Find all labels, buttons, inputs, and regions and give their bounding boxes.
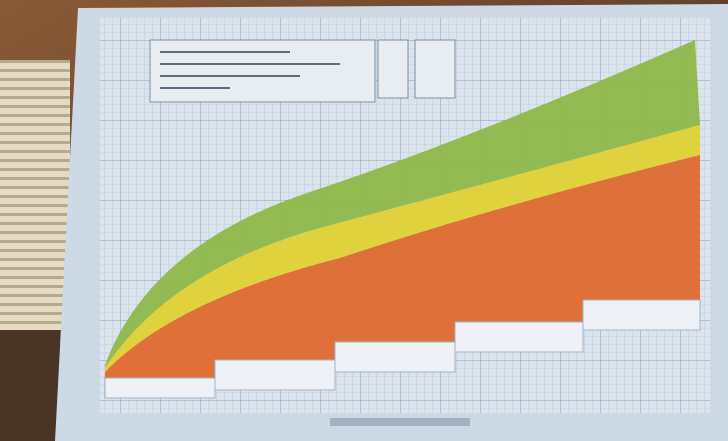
info-box <box>149 39 376 103</box>
info-box-small <box>377 39 409 99</box>
shadow <box>0 330 60 441</box>
info-box-small <box>414 39 456 99</box>
footer-text-blur <box>330 418 470 426</box>
orange-band <box>105 155 700 378</box>
yellow-band <box>105 125 700 372</box>
info-scribbles <box>160 51 340 89</box>
window-blinds <box>0 60 70 330</box>
step-blocks <box>104 299 701 399</box>
green-band <box>105 40 700 368</box>
